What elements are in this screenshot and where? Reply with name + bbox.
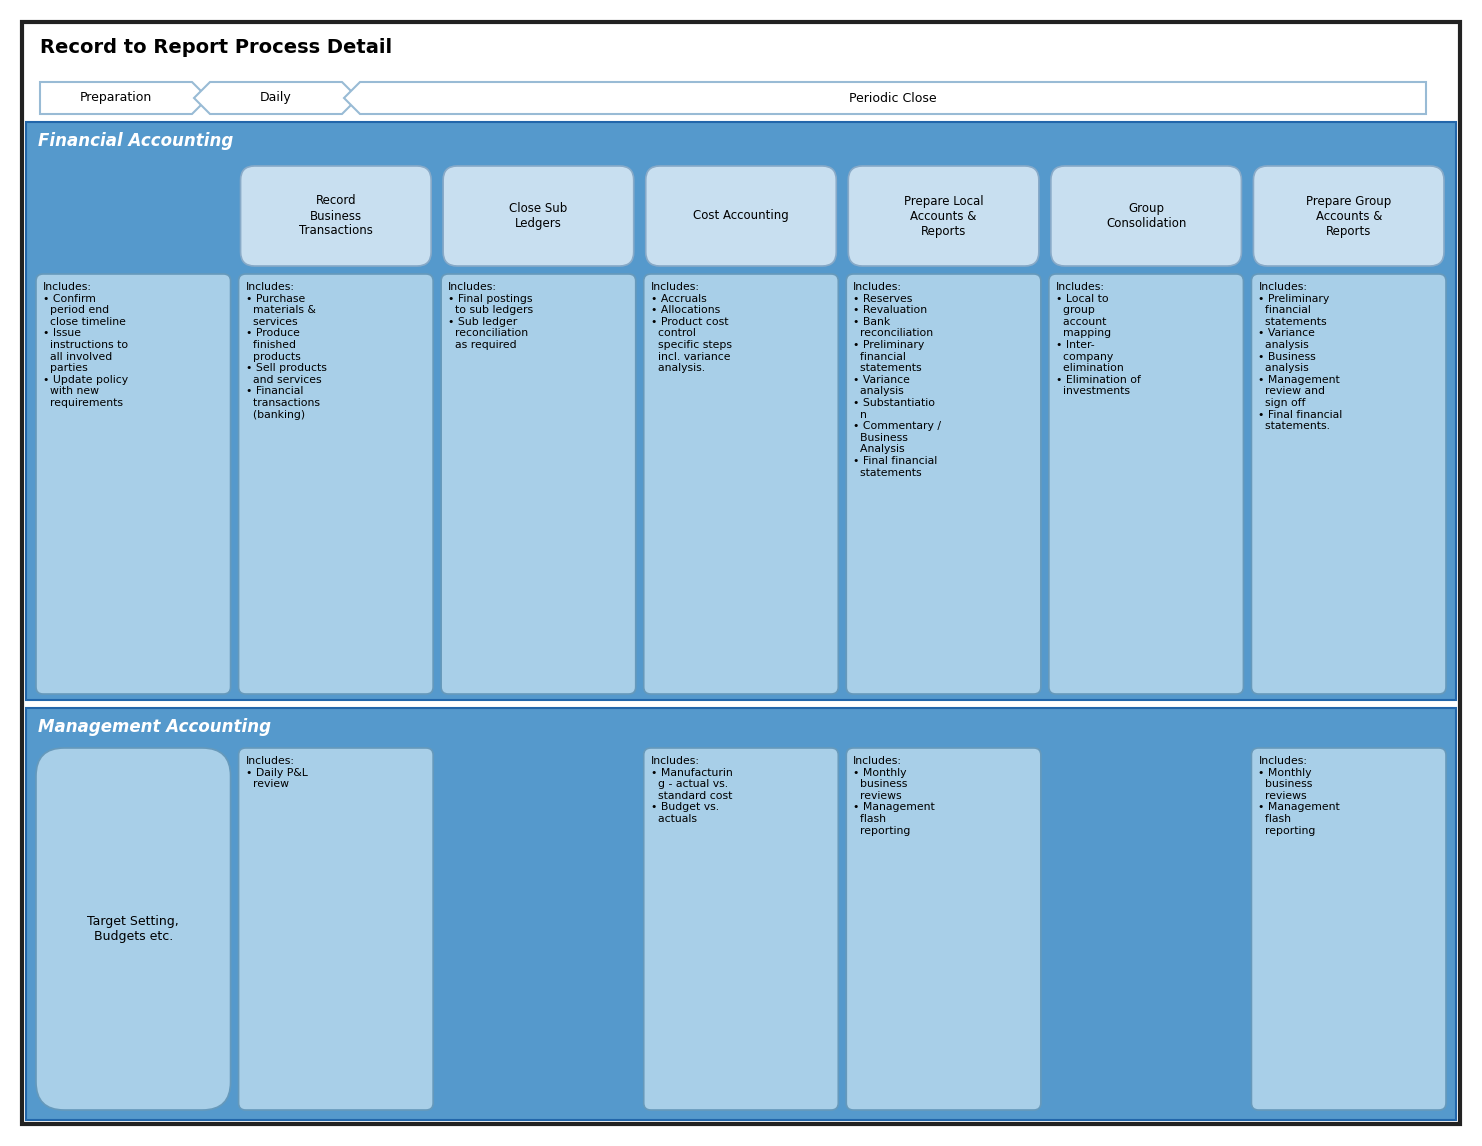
Text: Includes:
• Monthly
  business
  reviews
• Management
  flash
  reporting: Includes: • Monthly business reviews • M…: [854, 756, 935, 835]
FancyBboxPatch shape: [240, 166, 431, 266]
Text: Includes:
• Final postings
  to sub ledgers
• Sub ledger
  reconciliation
  as r: Includes: • Final postings to sub ledger…: [448, 282, 534, 350]
Text: Includes:
• Daily P&L
  review: Includes: • Daily P&L review: [246, 756, 307, 790]
Text: Includes:
• Purchase
  materials &
  services
• Produce
  finished
  products
• : Includes: • Purchase materials & service…: [246, 282, 326, 419]
Bar: [27, 708, 1455, 1120]
Text: Financial Accounting: Financial Accounting: [39, 132, 233, 150]
FancyBboxPatch shape: [442, 274, 636, 694]
Polygon shape: [40, 83, 207, 113]
Text: Includes:
• Accruals
• Allocations
• Product cost
  control
  specific steps
  i: Includes: • Accruals • Allocations • Pro…: [651, 282, 732, 374]
Text: Preparation: Preparation: [80, 92, 153, 104]
FancyBboxPatch shape: [846, 748, 1040, 1110]
Text: Includes:
• Reserves
• Revaluation
• Bank
  reconciliation
• Preliminary
  finan: Includes: • Reserves • Revaluation • Ban…: [854, 282, 941, 478]
FancyBboxPatch shape: [1049, 274, 1243, 694]
FancyBboxPatch shape: [848, 166, 1039, 266]
FancyBboxPatch shape: [239, 274, 433, 694]
Text: Target Setting,
Budgets etc.: Target Setting, Budgets etc.: [87, 915, 179, 943]
FancyBboxPatch shape: [646, 166, 836, 266]
Text: Prepare Local
Accounts &
Reports: Prepare Local Accounts & Reports: [904, 195, 984, 237]
Text: Group
Consolidation: Group Consolidation: [1106, 202, 1186, 230]
Text: Includes:
• Confirm
  period end
  close timeline
• Issue
  instructions to
  al: Includes: • Confirm period end close tim…: [43, 282, 127, 408]
FancyBboxPatch shape: [643, 274, 839, 694]
FancyBboxPatch shape: [1251, 748, 1446, 1110]
Text: Includes:
• Local to
  group
  account
  mapping
• Inter-
  company
  eliminatio: Includes: • Local to group account mappi…: [1055, 282, 1141, 397]
FancyBboxPatch shape: [36, 748, 231, 1110]
FancyBboxPatch shape: [443, 166, 634, 266]
FancyBboxPatch shape: [643, 748, 839, 1110]
Text: Includes:
• Preliminary
  financial
  statements
• Variance
  analysis
• Busines: Includes: • Preliminary financial statem…: [1258, 282, 1343, 431]
Polygon shape: [344, 83, 1426, 113]
Polygon shape: [194, 83, 359, 113]
Text: Includes:
• Monthly
  business
  reviews
• Management
  flash
  reporting: Includes: • Monthly business reviews • M…: [1258, 756, 1340, 835]
Text: Record
Business
Transactions: Record Business Transactions: [299, 195, 373, 237]
FancyBboxPatch shape: [1051, 166, 1242, 266]
Text: Close Sub
Ledgers: Close Sub Ledgers: [510, 202, 568, 230]
FancyBboxPatch shape: [846, 274, 1040, 694]
Bar: [27, 121, 1455, 700]
Text: Record to Report Process Detail: Record to Report Process Detail: [40, 38, 393, 57]
FancyBboxPatch shape: [1254, 166, 1443, 266]
Text: Cost Accounting: Cost Accounting: [694, 210, 788, 222]
FancyBboxPatch shape: [239, 748, 433, 1110]
Text: Management Accounting: Management Accounting: [39, 719, 271, 736]
Text: Prepare Group
Accounts &
Reports: Prepare Group Accounts & Reports: [1306, 195, 1392, 237]
Text: Includes:
• Manufacturin
  g - actual vs.
  standard cost
• Budget vs.
  actuals: Includes: • Manufacturin g - actual vs. …: [651, 756, 732, 824]
FancyBboxPatch shape: [36, 274, 231, 694]
FancyBboxPatch shape: [1251, 274, 1446, 694]
Text: Daily: Daily: [261, 92, 292, 104]
Text: Periodic Close: Periodic Close: [849, 92, 937, 104]
